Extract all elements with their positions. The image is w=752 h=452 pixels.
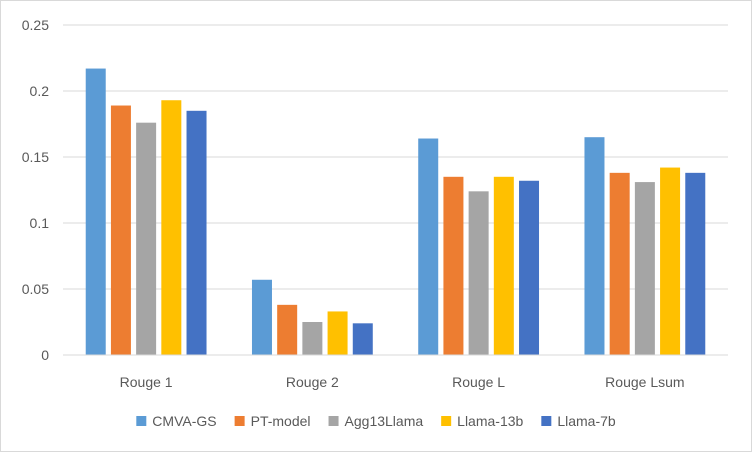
bars — [85, 68, 706, 356]
bar-llama-7b-rouge-l — [519, 180, 540, 355]
bar-llama-13b-rouge-lsum — [660, 167, 681, 355]
bar-cmva-gs-rouge-lsum — [584, 137, 605, 355]
legend: CMVA-GS PT-model Agg13Llama Llama-13b Llama-… — [136, 413, 616, 429]
bar-pt-model-rouge-lsum — [609, 172, 630, 355]
bar-agg13llama-rouge-l — [468, 191, 489, 355]
bar-llama-7b-rouge-lsum — [685, 172, 706, 355]
legend-swatch — [136, 416, 147, 426]
bar-cmva-gs-rouge-1 — [85, 68, 106, 355]
bar-agg13llama-rouge-1 — [136, 122, 157, 356]
bar-llama-13b-rouge-l — [493, 176, 514, 355]
legend-label: Agg13Llama — [345, 413, 424, 429]
bar-llama-13b-rouge-1 — [161, 100, 182, 356]
legend-label: Llama-13b — [457, 413, 523, 429]
legend-swatch — [328, 416, 339, 426]
legend-swatch — [234, 416, 245, 426]
y-axis-ticks: 0 0.05 0.1 0.15 0.2 0.25 — [22, 17, 49, 363]
legend-label: PT-model — [251, 413, 311, 429]
x-axis: Rouge 1 Rouge 2 Rouge L Rouge Lsum — [63, 354, 728, 390]
y-tick-label: 0.2 — [30, 83, 50, 99]
bar-pt-model-rouge-2 — [277, 304, 298, 355]
legend-label: Llama-7b — [557, 413, 616, 429]
legend-swatch — [441, 416, 452, 426]
y-tick-label: 0.1 — [30, 215, 50, 231]
bar-llama-7b-rouge-2 — [352, 323, 373, 355]
x-category-label: Rouge 1 — [120, 374, 173, 390]
bar-pt-model-rouge-1 — [110, 105, 131, 356]
legend-label: CMVA-GS — [152, 413, 216, 429]
bar-agg13llama-rouge-lsum — [634, 182, 655, 355]
y-tick-label: 0.05 — [22, 281, 49, 297]
bar-llama-13b-rouge-2 — [327, 311, 348, 355]
y-tick-label: 0.25 — [22, 17, 49, 33]
bar-agg13llama-rouge-2 — [302, 322, 323, 355]
bar-cmva-gs-rouge-l — [418, 138, 439, 355]
y-tick-label: 0 — [41, 347, 49, 363]
x-category-label: Rouge 2 — [286, 374, 339, 390]
bar-pt-model-rouge-l — [443, 176, 464, 355]
bar-llama-7b-rouge-1 — [186, 110, 207, 355]
legend-swatch — [541, 416, 552, 426]
x-category-label: Rouge Lsum — [605, 374, 684, 390]
y-tick-label: 0.15 — [22, 149, 49, 165]
x-category-label: Rouge L — [452, 374, 505, 390]
bar-cmva-gs-rouge-2 — [251, 279, 272, 355]
